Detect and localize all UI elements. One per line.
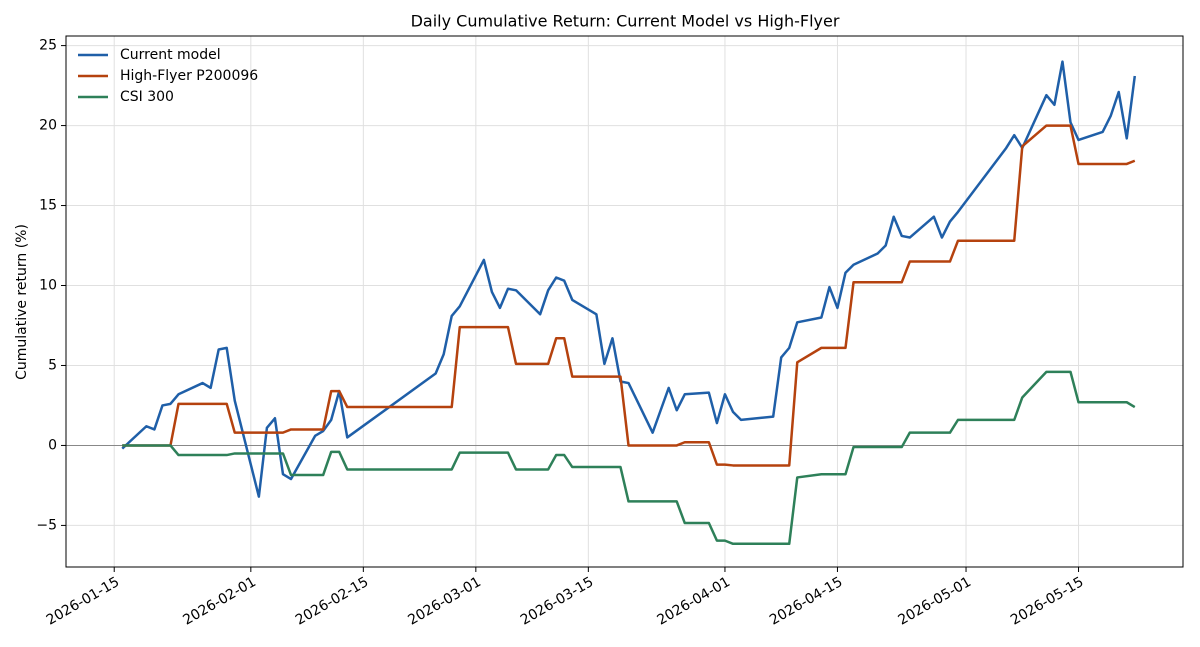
plot-frame <box>65 35 1184 568</box>
y-tick-label: 25 <box>39 38 57 54</box>
legend-label: High-Flyer P200096 <box>120 68 258 84</box>
x-tick-label: 2026-03-01 <box>405 574 483 629</box>
series-line <box>122 124 1136 467</box>
y-tick-label: 20 <box>39 118 57 134</box>
x-tick-label: 2026-04-01 <box>654 574 732 629</box>
y-tick-label: −5 <box>36 517 57 533</box>
x-tick-label: 2026-02-01 <box>180 574 258 629</box>
chart-title: Daily Cumulative Return: Current Model v… <box>411 12 840 31</box>
x-tick-label: 2026-05-15 <box>1008 574 1086 629</box>
y-tick-label: 10 <box>39 278 57 294</box>
y-tick-label: 5 <box>48 357 57 373</box>
y-axis-label: Cumulative return (%) <box>14 224 30 380</box>
series-line <box>121 60 1137 498</box>
x-tick-label: 2026-03-15 <box>518 574 596 629</box>
legend-label: CSI 300 <box>120 89 174 105</box>
x-tick-label: 2026-04-15 <box>767 574 845 629</box>
y-tick-label: 0 <box>48 437 57 453</box>
series-line <box>122 370 1136 546</box>
x-tick-label: 2026-01-15 <box>44 574 122 629</box>
legend-label: Current model <box>120 47 221 63</box>
y-tick-label: 15 <box>39 198 57 214</box>
x-tick-label: 2026-05-01 <box>896 574 974 629</box>
x-tick-label: 2026-02-15 <box>293 574 371 629</box>
